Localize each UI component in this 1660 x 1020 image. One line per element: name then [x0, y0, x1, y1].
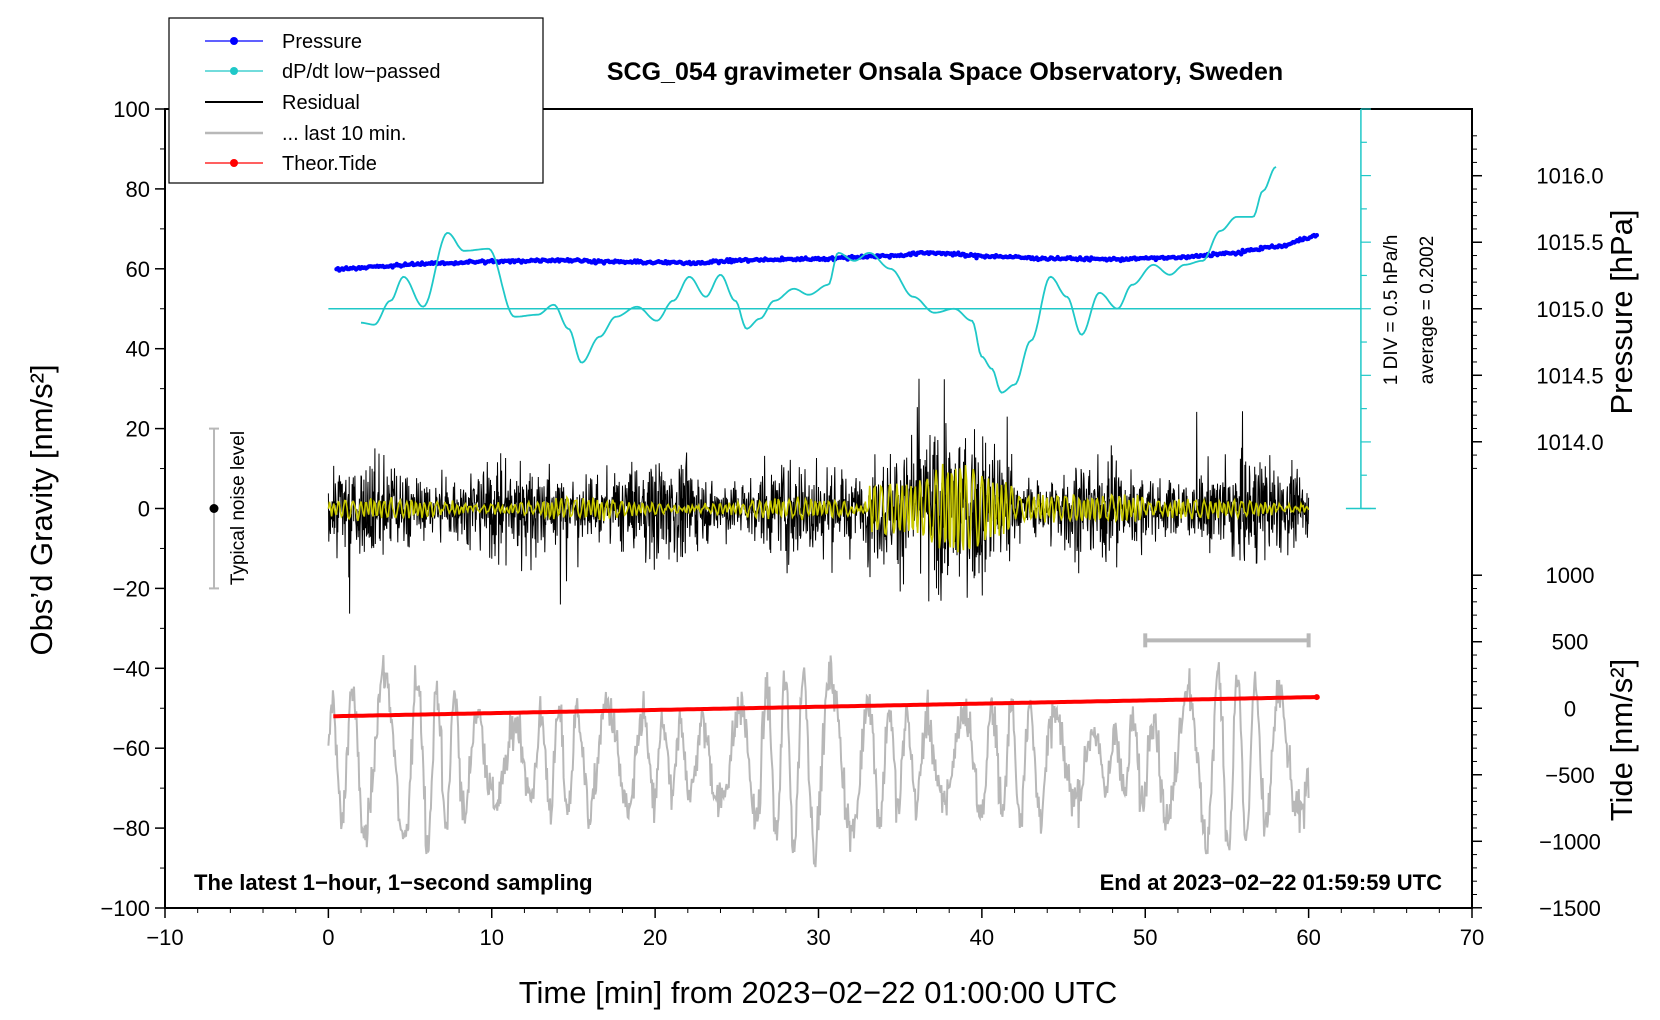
y-tick-label: −40	[113, 656, 150, 681]
footer-right: End at 2023−02−22 01:59:59 UTC	[1100, 870, 1443, 895]
last-10-min-series	[327, 655, 1310, 868]
y-tick-label: −60	[113, 736, 150, 761]
pressure-series	[334, 232, 1320, 273]
y-tick-label: −20	[113, 576, 150, 601]
x-tick-label: 60	[1296, 925, 1320, 950]
x-tick-label: 20	[643, 925, 667, 950]
legend: Pressure dP/dt low−passed Residual ... l…	[168, 17, 544, 184]
residual-series	[327, 378, 1310, 614]
y-tick-label: −100	[100, 896, 150, 921]
y-tick-label: 0	[138, 497, 150, 522]
pressure-tick-label: 1015.5	[1536, 230, 1603, 255]
x-tick-label: 50	[1133, 925, 1157, 950]
legend-tide-marker	[230, 159, 238, 167]
tide-tick-label: −1000	[1539, 829, 1601, 854]
tide-end-point	[1313, 694, 1320, 701]
legend-item-last10: ... last 10 min.	[205, 123, 407, 145]
x-axis-label: Time [min] from 2023−02−22 01:00:00 UTC	[519, 975, 1118, 1010]
y-tick-label: 40	[126, 337, 150, 362]
noise-level-label: Typical noise level	[228, 431, 249, 585]
legend-last10-label: ... last 10 min.	[282, 123, 407, 145]
footer-left: The latest 1−hour, 1−second sampling	[194, 870, 593, 895]
axis-ticks: −10 0 10 20 30 40 50 60 70−100−80−60−40−20020406…	[100, 97, 1603, 950]
pressure-tick-label: 1016.0	[1536, 164, 1603, 189]
pressure-scale-div: 1 DIV = 0.5 hPa/h	[1381, 235, 1402, 386]
tide-tick-label: −500	[1545, 763, 1595, 788]
tide-tick-label: 500	[1552, 630, 1589, 655]
x-tick-label: 30	[806, 925, 830, 950]
legend-residual-label: Residual	[282, 92, 360, 114]
y-tick-label: 60	[126, 257, 150, 282]
y-tick-label: 100	[113, 97, 150, 122]
x-tick-label: 0	[322, 925, 334, 950]
tide-line	[333, 695, 1317, 719]
y-axis-label-left: Obs’d Gravity [nm/s²]	[24, 364, 59, 655]
y-axis-label-pressure: Pressure [hPa]	[1604, 209, 1639, 414]
pressure-scale-average: average = 0.2002	[1417, 236, 1438, 384]
pressure-tick-label: 1015.0	[1536, 297, 1603, 322]
pressure-point	[1314, 233, 1320, 238]
legend-dpdt-marker	[230, 67, 238, 75]
legend-tide-label: Theor.Tide	[282, 153, 377, 175]
x-tick-label: −10	[146, 925, 183, 950]
residual-smoothed-series	[327, 463, 1310, 553]
y-tick-label: 80	[126, 177, 150, 202]
legend-item-residual: Residual	[205, 92, 360, 114]
legend-item-dpdt: dP/dt low−passed	[205, 61, 440, 83]
y-tick-label: −80	[113, 816, 150, 841]
tide-series	[333, 694, 1320, 719]
legend-pressure-label: Pressure	[282, 31, 362, 53]
noise-level-center	[209, 504, 219, 513]
x-tick-label: 40	[970, 925, 994, 950]
pressure-tick-label: 1014.0	[1536, 430, 1603, 455]
chart-title: SCG_054 gravimeter Onsala Space Observat…	[607, 58, 1283, 86]
legend-box	[168, 17, 544, 184]
x-tick-label: 70	[1460, 925, 1484, 950]
legend-dpdt-label: dP/dt low−passed	[282, 61, 440, 83]
x-tick-label: 10	[480, 925, 504, 950]
legend-pressure-marker	[230, 37, 238, 45]
legend-item-tide: Theor.Tide	[205, 153, 377, 175]
tide-tick-label: −1500	[1539, 896, 1601, 921]
tide-tick-label: 1000	[1546, 563, 1595, 588]
y-tick-label: 20	[126, 417, 150, 442]
series-group	[327, 166, 1361, 868]
tide-tick-label: 0	[1564, 696, 1576, 721]
dpdt-series	[360, 166, 1277, 394]
y-axis-label-tide: Tide [nm/s²]	[1604, 659, 1639, 822]
overlay-group	[209, 108, 1376, 648]
pressure-tick-label: 1014.5	[1536, 363, 1603, 388]
legend-item-pressure: Pressure	[205, 31, 362, 53]
